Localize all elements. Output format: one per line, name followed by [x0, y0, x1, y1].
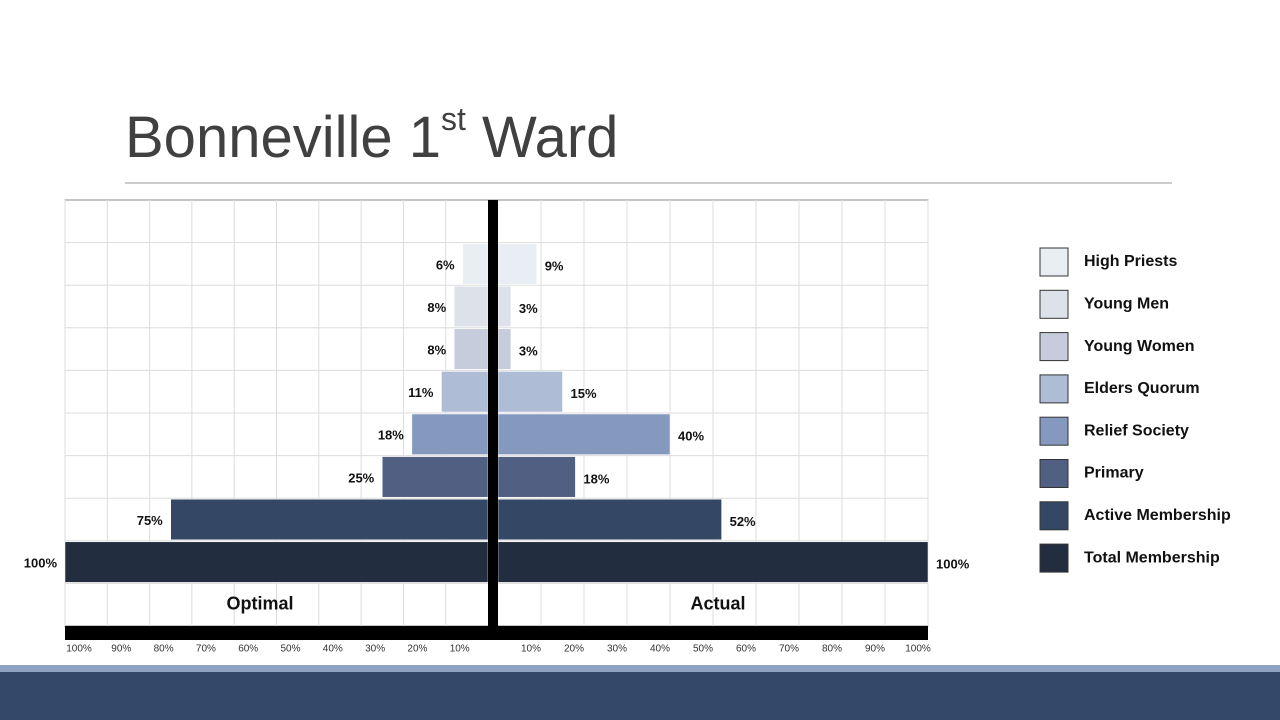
- legend-swatch: [1039, 543, 1069, 573]
- value-label: 3%: [519, 344, 538, 359]
- axis-bar: [65, 626, 928, 640]
- value-label: 6%: [436, 257, 455, 272]
- legend-label: Total Membership: [1084, 549, 1220, 566]
- bar: [497, 328, 512, 370]
- bar: [497, 541, 929, 583]
- x-tick-label: 70%: [779, 644, 799, 655]
- bar: [64, 541, 489, 583]
- title-text: Bonneville 1: [125, 105, 441, 170]
- legend-label: Elders Quorum: [1084, 380, 1200, 397]
- bar: [497, 371, 563, 413]
- x-tick-label: 30%: [365, 644, 385, 655]
- bar: [170, 498, 489, 541]
- legend-label: Active Membership: [1084, 507, 1231, 524]
- x-tick-label: 80%: [154, 644, 174, 655]
- bar: [497, 498, 722, 541]
- value-label: 52%: [730, 514, 756, 529]
- value-label: 18%: [378, 428, 404, 443]
- x-tick-label: 40%: [323, 644, 343, 655]
- legend-label: Relief Society: [1084, 422, 1189, 439]
- center-divider: [488, 200, 498, 626]
- legend-label: High Priests: [1084, 253, 1177, 270]
- x-tick-label: 10%: [450, 644, 470, 655]
- x-tick-label: 20%: [564, 644, 584, 655]
- x-tick-label: 80%: [822, 644, 842, 655]
- bar: [453, 285, 489, 328]
- value-label: 75%: [137, 513, 163, 528]
- x-tick-label: 100%: [905, 644, 931, 655]
- slide-title: Bonneville 1st Ward: [125, 101, 618, 170]
- x-tick-label: 50%: [280, 644, 300, 655]
- legend-swatch: [1039, 459, 1069, 488]
- x-tick-label: 50%: [693, 644, 713, 655]
- legend-swatch: [1039, 501, 1069, 531]
- x-tick-label: 20%: [407, 644, 427, 655]
- title-text: Ward: [466, 105, 619, 170]
- bar: [497, 413, 671, 455]
- value-label: 15%: [571, 386, 597, 401]
- value-label: 8%: [427, 300, 446, 315]
- value-label: 8%: [427, 343, 446, 358]
- x-tick-label: 70%: [196, 644, 216, 655]
- bar: [462, 243, 489, 285]
- x-tick-label: 10%: [521, 644, 541, 655]
- bar: [441, 371, 489, 413]
- bar: [497, 243, 537, 285]
- bar: [497, 285, 512, 328]
- legend-label: Young Women: [1084, 338, 1195, 355]
- value-label: 9%: [545, 258, 564, 273]
- legend-swatch: [1039, 374, 1069, 404]
- value-label: 100%: [24, 556, 58, 571]
- bar: [453, 328, 489, 370]
- legend-swatch: [1039, 247, 1069, 277]
- x-tick-label: 90%: [865, 644, 885, 655]
- value-label: 40%: [678, 429, 704, 444]
- legend-swatch: [1039, 289, 1069, 319]
- x-tick-label: 30%: [607, 644, 627, 655]
- side-label: Optimal: [226, 593, 293, 613]
- value-label: 18%: [583, 471, 609, 486]
- legend-label: Young Men: [1084, 296, 1169, 313]
- legend-swatch: [1039, 332, 1069, 362]
- bar: [411, 413, 489, 455]
- x-tick-label: 90%: [111, 644, 131, 655]
- bar: [382, 456, 489, 498]
- legend-label: Primary: [1084, 465, 1144, 482]
- x-tick-label: 100%: [66, 644, 92, 655]
- x-tick-label: 40%: [650, 644, 670, 655]
- value-label: 11%: [408, 385, 434, 400]
- footer-band: [0, 672, 1280, 720]
- bar: [497, 456, 576, 498]
- x-tick-label: 60%: [238, 644, 258, 655]
- x-tick-label: 60%: [736, 644, 756, 655]
- legend-swatch: [1039, 416, 1069, 446]
- title-superscript: st: [441, 101, 466, 137]
- value-label: 100%: [936, 557, 970, 572]
- side-label: Actual: [690, 593, 745, 613]
- value-label: 3%: [519, 301, 538, 316]
- value-label: 25%: [348, 470, 374, 485]
- footer-stripe: [0, 665, 1280, 672]
